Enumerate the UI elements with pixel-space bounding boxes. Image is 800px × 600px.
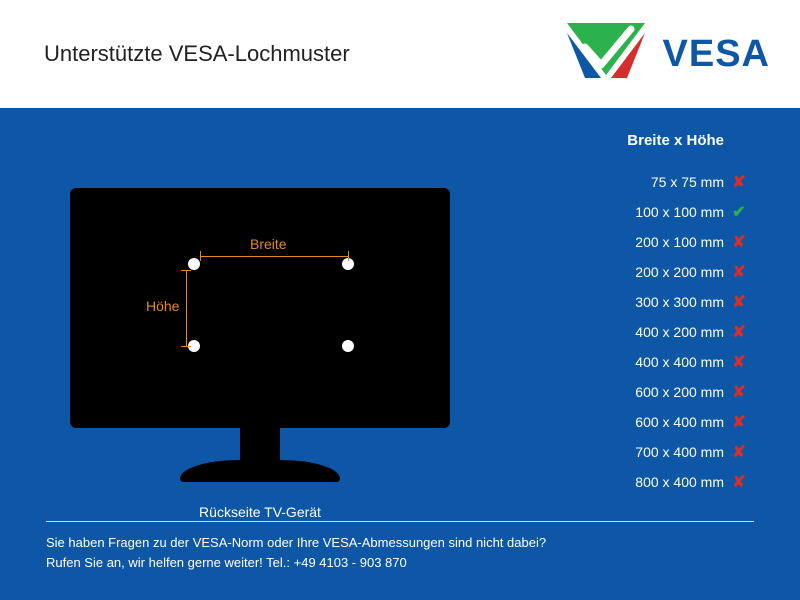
list-header: Breite x Höhe xyxy=(540,132,754,149)
list-row-label: 700 x 400 mm xyxy=(574,444,724,460)
list-row: 800 x 400 mm✘ xyxy=(540,467,754,497)
list-row-label: 300 x 300 mm xyxy=(574,294,724,310)
list-row: 300 x 300 mm✘ xyxy=(540,287,754,317)
cross-icon: ✘ xyxy=(724,412,754,432)
tv-stand-base xyxy=(180,460,340,482)
list-row-label: 100 x 100 mm xyxy=(574,204,724,220)
page: Unterstützte VESA-Lochmuster VESA xyxy=(0,0,800,600)
cross-icon: ✘ xyxy=(724,322,754,342)
list-row: 200 x 200 mm✘ xyxy=(540,257,754,287)
list-row: 600 x 400 mm✘ xyxy=(540,407,754,437)
tv-stand-neck xyxy=(240,426,280,462)
content: Breite Höhe Rückseite TV-Gerät Breite x … xyxy=(0,108,800,600)
list-row-label: 800 x 400 mm xyxy=(574,474,724,490)
tv-screen: Breite Höhe xyxy=(70,188,450,428)
check-icon: ✔ xyxy=(724,202,754,222)
cross-icon: ✘ xyxy=(724,292,754,312)
cross-icon: ✘ xyxy=(724,232,754,252)
list-row: 600 x 200 mm✘ xyxy=(540,377,754,407)
list-row-label: 600 x 400 mm xyxy=(574,414,724,430)
body-panel: Breite Höhe Rückseite TV-Gerät Breite x … xyxy=(0,108,800,600)
header: Unterstützte VESA-Lochmuster VESA xyxy=(0,0,800,108)
brand-text: VESA xyxy=(663,33,770,76)
list-row: 75 x 75 mm✘ xyxy=(540,167,754,197)
footer-text: Sie haben Fragen zu der VESA-Norm oder I… xyxy=(46,533,754,572)
footer-rule xyxy=(46,521,754,522)
tv-caption: Rückseite TV-Gerät xyxy=(70,504,450,520)
dimension-width-label: Breite xyxy=(250,236,287,252)
list-row: 400 x 400 mm✘ xyxy=(540,347,754,377)
diagram-panel: Breite Höhe Rückseite TV-Gerät xyxy=(0,108,540,600)
list-row: 100 x 100 mm✔ xyxy=(540,197,754,227)
cross-icon: ✘ xyxy=(724,352,754,372)
list-row: 400 x 200 mm✘ xyxy=(540,317,754,347)
brand: VESA xyxy=(567,23,770,85)
pattern-list: Breite x Höhe 75 x 75 mm✘100 x 100 mm✔20… xyxy=(540,108,800,600)
cross-icon: ✘ xyxy=(724,262,754,282)
cross-icon: ✘ xyxy=(724,382,754,402)
list-row-label: 200 x 200 mm xyxy=(574,264,724,280)
footer-line-1: Sie haben Fragen zu der VESA-Norm oder I… xyxy=(46,533,754,553)
mount-hole xyxy=(342,340,354,352)
cross-icon: ✘ xyxy=(724,442,754,462)
list-row: 200 x 100 mm✘ xyxy=(540,227,754,257)
list-row-label: 600 x 200 mm xyxy=(574,384,724,400)
list-row-label: 400 x 400 mm xyxy=(574,354,724,370)
footer-line-2: Rufen Sie an, wir helfen gerne weiter! T… xyxy=(46,553,754,573)
vesa-logo-icon xyxy=(567,23,645,85)
list-row-label: 400 x 200 mm xyxy=(574,324,724,340)
page-title: Unterstützte VESA-Lochmuster xyxy=(44,41,350,67)
dimension-height-label: Höhe xyxy=(146,298,179,314)
list-row-label: 75 x 75 mm xyxy=(574,174,724,190)
list-row-label: 200 x 100 mm xyxy=(574,234,724,250)
list-row: 700 x 400 mm✘ xyxy=(540,437,754,467)
cross-icon: ✘ xyxy=(724,172,754,192)
tv-diagram: Breite Höhe Rückseite TV-Gerät xyxy=(70,188,450,428)
cross-icon: ✘ xyxy=(724,472,754,492)
mount-hole xyxy=(188,258,200,270)
